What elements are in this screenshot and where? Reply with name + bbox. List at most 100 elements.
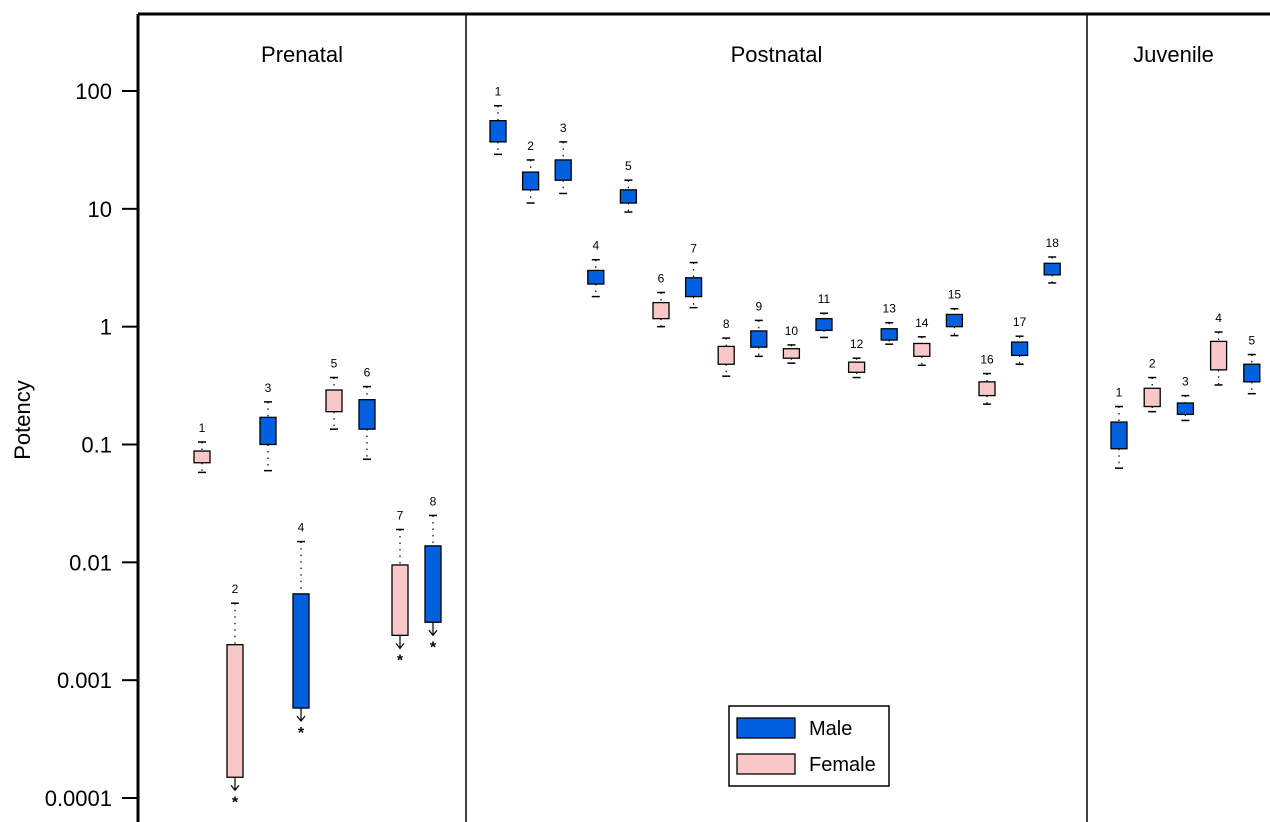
box-group: 3 bbox=[554, 121, 572, 195]
box-group: 4 bbox=[1209, 311, 1228, 386]
censor-marker: * bbox=[298, 725, 305, 742]
box-group: 4* bbox=[292, 521, 310, 742]
censor-arrow-head bbox=[230, 784, 240, 792]
box-label: 14 bbox=[915, 316, 929, 330]
box-label: 3 bbox=[560, 121, 567, 135]
box bbox=[782, 348, 801, 359]
box-group: 11 bbox=[815, 292, 833, 339]
censor-arrow-head bbox=[428, 629, 438, 637]
box-group: 5 bbox=[619, 159, 638, 213]
box bbox=[619, 189, 638, 204]
box-label: 1 bbox=[1116, 386, 1123, 400]
box-group: 16 bbox=[978, 353, 996, 405]
censor-marker: * bbox=[397, 652, 404, 669]
box bbox=[193, 450, 211, 464]
y-axis: 100 10 1 0.1 0.01 0.001 0.0001 bbox=[45, 79, 138, 811]
box-label: 3 bbox=[265, 381, 272, 395]
box-label: 6 bbox=[658, 271, 665, 285]
box-label: 15 bbox=[948, 288, 962, 302]
box-group: 3 bbox=[259, 381, 277, 472]
box bbox=[978, 381, 996, 397]
box-label: 2 bbox=[527, 139, 534, 153]
box-group: 15 bbox=[945, 288, 964, 337]
box-group: 2* bbox=[226, 582, 244, 811]
box-group: 9 bbox=[750, 299, 768, 358]
censor-arrow-head bbox=[296, 715, 306, 723]
legend-swatch bbox=[736, 753, 796, 775]
box-group: 5 bbox=[325, 357, 343, 430]
box-group: 1 bbox=[489, 85, 507, 156]
box-label: 12 bbox=[850, 337, 864, 351]
legend: Male Female bbox=[728, 705, 890, 787]
box bbox=[1209, 340, 1228, 371]
legend-swatch bbox=[736, 717, 796, 739]
legend-label: Female bbox=[809, 754, 876, 776]
box-group: 6 bbox=[358, 366, 376, 460]
box-label: 8 bbox=[430, 494, 437, 508]
box-label: 7 bbox=[397, 508, 404, 522]
box-label: 7 bbox=[690, 242, 697, 256]
box-group: 6 bbox=[652, 271, 670, 328]
box-label: 4 bbox=[298, 521, 305, 535]
box-label: 11 bbox=[818, 292, 831, 306]
y-tick-label: 0.001 bbox=[57, 668, 112, 693]
box bbox=[1043, 262, 1061, 276]
y-tick-label: 0.01 bbox=[69, 550, 112, 575]
censor-arrow-head bbox=[395, 642, 405, 650]
box-group: 5 bbox=[1243, 334, 1261, 395]
box-label: 3 bbox=[1182, 375, 1189, 389]
box-group: 7* bbox=[391, 508, 409, 669]
box-label: 4 bbox=[1215, 311, 1222, 325]
box bbox=[913, 342, 931, 357]
y-axis-title: Potency bbox=[10, 380, 35, 460]
y-tick-label: 10 bbox=[88, 197, 112, 222]
y-tick-label: 0.0001 bbox=[45, 786, 112, 811]
box-label: 8 bbox=[723, 317, 730, 331]
box bbox=[358, 399, 376, 430]
box-group: 10 bbox=[782, 324, 801, 364]
box-group: 14 bbox=[913, 316, 931, 367]
box-label: 6 bbox=[364, 366, 371, 380]
box-label: 9 bbox=[755, 299, 762, 313]
box bbox=[226, 644, 244, 778]
legend-item-male: Male bbox=[736, 717, 852, 740]
y-tick-label: 0.1 bbox=[81, 433, 112, 458]
box-group: 1 bbox=[193, 421, 211, 474]
panels: Prenatal12*34*567*8*Postnatal12345678910… bbox=[193, 42, 1261, 811]
censor-marker: * bbox=[430, 639, 437, 656]
box-label: 16 bbox=[980, 353, 994, 367]
box bbox=[325, 389, 343, 413]
box-label: 1 bbox=[199, 421, 206, 435]
box bbox=[717, 345, 735, 365]
box-label: 18 bbox=[1046, 236, 1060, 250]
box-label: 2 bbox=[232, 582, 239, 596]
censor-marker: * bbox=[232, 794, 239, 811]
box-label: 17 bbox=[1013, 315, 1027, 329]
box-label: 5 bbox=[625, 159, 632, 173]
box-group: 8* bbox=[424, 494, 442, 656]
box bbox=[554, 159, 572, 181]
panel-title: Postnatal bbox=[731, 42, 823, 67]
box bbox=[750, 330, 768, 348]
box bbox=[1010, 341, 1029, 357]
box bbox=[652, 301, 670, 320]
box bbox=[489, 120, 507, 143]
box bbox=[391, 564, 409, 637]
box-group: 17 bbox=[1010, 315, 1029, 365]
box bbox=[684, 277, 703, 298]
box-label: 5 bbox=[1248, 334, 1255, 348]
box bbox=[587, 269, 605, 285]
box bbox=[815, 317, 833, 332]
box bbox=[259, 416, 277, 446]
box-group: 4 bbox=[587, 239, 605, 298]
box bbox=[424, 545, 442, 623]
box bbox=[292, 593, 310, 709]
box bbox=[945, 313, 964, 328]
box-group: 8 bbox=[717, 317, 735, 377]
box-label: 5 bbox=[331, 357, 338, 371]
box-group: 13 bbox=[880, 302, 898, 345]
box-group: 7 bbox=[684, 242, 703, 309]
